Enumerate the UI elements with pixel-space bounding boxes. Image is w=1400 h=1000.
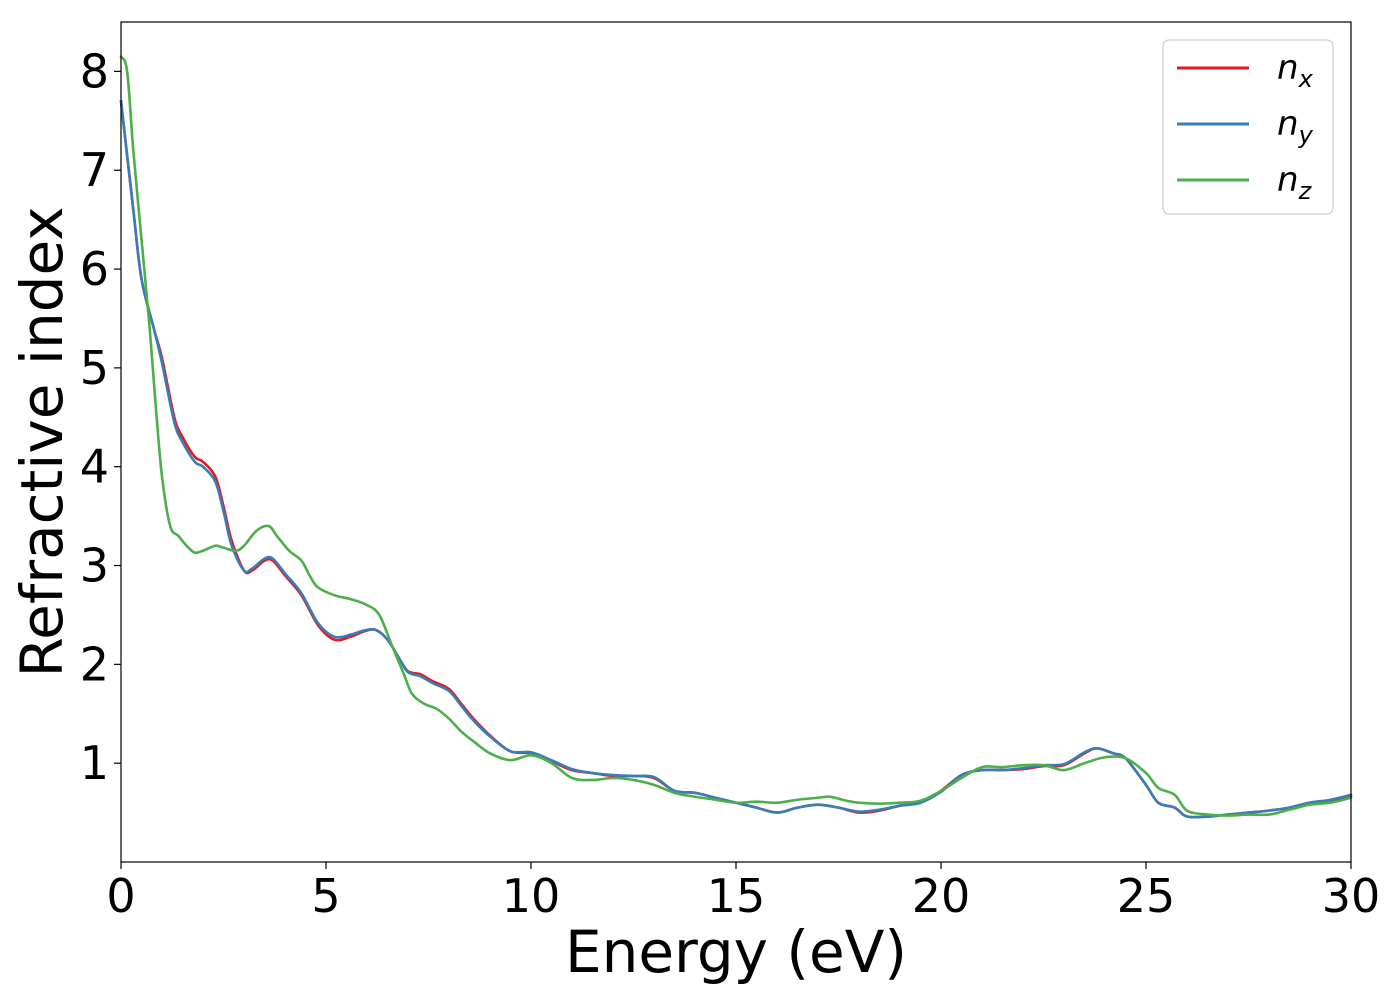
x-tick-label: 0 <box>106 869 135 923</box>
x-tick-label: 30 <box>1322 869 1381 923</box>
legend: nx ny nz <box>1162 39 1334 215</box>
x-tick-label: 15 <box>707 869 766 923</box>
legend-box <box>1162 39 1334 215</box>
legend-label-z: nz <box>1277 160 1313 205</box>
y-axis: 1 2 3 4 5 6 7 8 <box>80 44 121 790</box>
x-tick-label: 5 <box>311 869 340 923</box>
series-line-y <box>119 99 1353 819</box>
y-tick-label: 4 <box>80 440 109 494</box>
x-tick-label: 10 <box>502 869 561 923</box>
y-tick-label: 3 <box>80 539 109 593</box>
x-tick-label: 20 <box>912 869 971 923</box>
legend-label-x: nx <box>1277 48 1314 93</box>
x-axis: 0 5 10 15 20 25 30 <box>106 862 1380 923</box>
y-tick-label: 1 <box>80 736 109 790</box>
y-tick-label: 6 <box>80 242 109 296</box>
y-tick-label: 8 <box>80 44 109 98</box>
y-axis-label: Refractive index <box>8 206 76 677</box>
y-tick-label: 7 <box>80 143 109 197</box>
y-tick-label: 2 <box>80 637 109 691</box>
x-tick-label: 25 <box>1117 869 1176 923</box>
series-layer <box>119 55 1353 819</box>
y-tick-label: 5 <box>80 341 109 395</box>
legend-label-y: ny <box>1277 104 1314 149</box>
series-line-z <box>119 55 1353 817</box>
x-axis-label: Energy (eV) <box>565 918 907 986</box>
plot-background <box>121 22 1351 862</box>
